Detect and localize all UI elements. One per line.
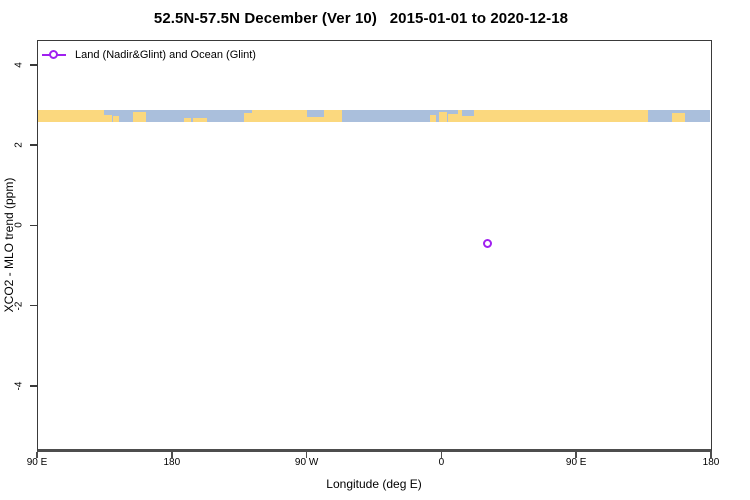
x-tick-label: 90 E	[26, 457, 48, 468]
map-band-ocean-segment	[307, 109, 324, 118]
y-tick-label: 2	[13, 142, 25, 148]
map-band-land-segment	[251, 109, 342, 122]
x-tick-mark	[171, 452, 173, 458]
y-tick-mark	[30, 385, 37, 387]
y-tick-label: -4	[13, 381, 25, 391]
x-tick-mark	[305, 452, 308, 458]
map-band-land-segment	[430, 115, 436, 122]
x-axis-label: Longitude (deg E)	[326, 477, 422, 491]
plot-area	[37, 40, 712, 452]
x-tick-label: 90 W	[294, 457, 319, 468]
legend-label: Land (Nadir&Glint) and Ocean (Glint)	[75, 49, 256, 61]
y-tick-mark	[30, 144, 37, 146]
x-tick-label: 0	[438, 457, 445, 468]
map-band-ocean-segment	[461, 109, 474, 116]
map-band-land-segment	[132, 112, 147, 122]
x-tick-mark	[710, 452, 712, 458]
map-band-land-segment	[103, 114, 112, 122]
x-tick-label: 90 E	[565, 457, 587, 468]
data-point-marker	[483, 239, 493, 249]
y-tick-mark	[30, 224, 37, 227]
y-tick-mark	[30, 304, 37, 307]
y-tick-label: 4	[13, 62, 25, 68]
y-tick-mark	[30, 64, 37, 66]
chart-title: 52.5N-57.5N December (Ver 10) 2015-01-01…	[153, 10, 569, 27]
map-band-land-segment	[439, 112, 447, 122]
y-axis-label: XCO2 - MLO trend (ppm)	[2, 177, 16, 313]
x-tick-mark	[440, 452, 443, 458]
map-band-land-segment	[243, 113, 252, 122]
map-band-land-segment	[672, 112, 686, 122]
map-band-land-segment	[38, 109, 104, 122]
map-band-land-segment	[192, 117, 207, 122]
x-tick-label: 180	[702, 457, 720, 468]
map-band-land-segment	[112, 116, 119, 122]
map-band-land-segment	[183, 118, 191, 122]
legend-open-circle-icon	[49, 50, 58, 59]
x-tick-mark	[575, 452, 577, 458]
x-tick-label: 180	[163, 457, 181, 468]
map-band-land-segment	[447, 114, 458, 122]
x-tick-mark	[36, 452, 38, 458]
map-band-land-segment	[457, 109, 649, 122]
